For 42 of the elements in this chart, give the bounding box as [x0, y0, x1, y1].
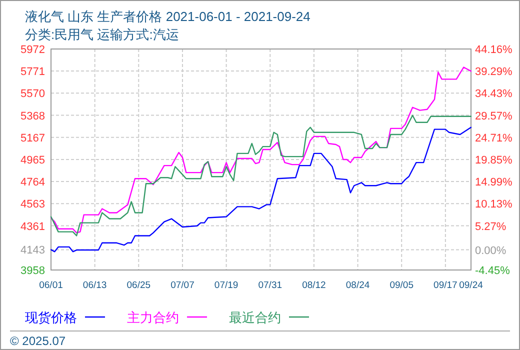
y-tick-label: 4143: [20, 244, 45, 257]
legend-label: 现货价格: [25, 310, 77, 325]
x-tick-label: 07/31: [258, 280, 282, 291]
y2-tick-label: 34.43%: [475, 88, 513, 100]
y2-tick-label: 24.71%: [475, 132, 513, 144]
y-tick-label: 4764: [20, 176, 45, 189]
legend-label: 最近合约: [229, 310, 281, 325]
y2-tick-label: 39.29%: [475, 66, 513, 78]
chart-subtitle: 分类:民用气 运输方式:汽运: [25, 27, 179, 42]
x-tick-label: 09/17: [434, 280, 458, 291]
y2-tick-label: 10.13%: [475, 198, 513, 211]
x-tick-label: 06/25: [126, 280, 151, 291]
y-tick-label: 5368: [20, 110, 45, 122]
x-tick-label: 07/19: [214, 280, 238, 291]
chart-title: 液化气 山东 生产者价格 2021-06-01 - 2021-09-24: [25, 9, 310, 24]
x-tick-label: 08/24: [346, 280, 370, 291]
line-series: [50, 114, 472, 236]
y2-tick-label: 5.27%: [475, 220, 506, 233]
x-tick-label: 06/01: [39, 280, 63, 291]
y-tick-label: 4361: [20, 220, 45, 233]
y-tick-label: 5570: [20, 88, 45, 100]
y-tick-label: 3958: [20, 265, 45, 277]
y2-tick-label: -4.45%: [475, 265, 510, 277]
x-tick-label: 06/13: [82, 280, 107, 291]
y2-tick-label: 19.85%: [475, 154, 513, 167]
y-tick-label: 4563: [20, 198, 45, 211]
x-tick-label: 07/07: [170, 280, 194, 291]
y2-tick-label: 29.57%: [475, 110, 513, 122]
y2-tick-label: 44.16%: [475, 44, 513, 56]
y-tick-label: 5972: [20, 44, 45, 56]
y-tick-label: 5771: [20, 66, 45, 78]
y2-tick-label: 14.99%: [475, 176, 513, 189]
x-tick-label: 08/12: [302, 280, 326, 291]
y-tick-label: 5167: [20, 132, 45, 144]
x-tick-label: 09/24: [459, 280, 483, 291]
text: © 2025.07: [10, 334, 66, 348]
legend-label: 主力合约: [127, 310, 179, 325]
y-tick-label: 4965: [20, 154, 45, 166]
x-tick-label: 09/05: [390, 280, 414, 291]
y2-tick-label: 0.00%: [475, 244, 506, 257]
line-series: [50, 126, 472, 252]
line-series: [50, 66, 472, 234]
